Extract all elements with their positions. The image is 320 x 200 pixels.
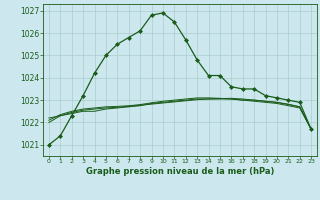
X-axis label: Graphe pression niveau de la mer (hPa): Graphe pression niveau de la mer (hPa) <box>86 167 274 176</box>
